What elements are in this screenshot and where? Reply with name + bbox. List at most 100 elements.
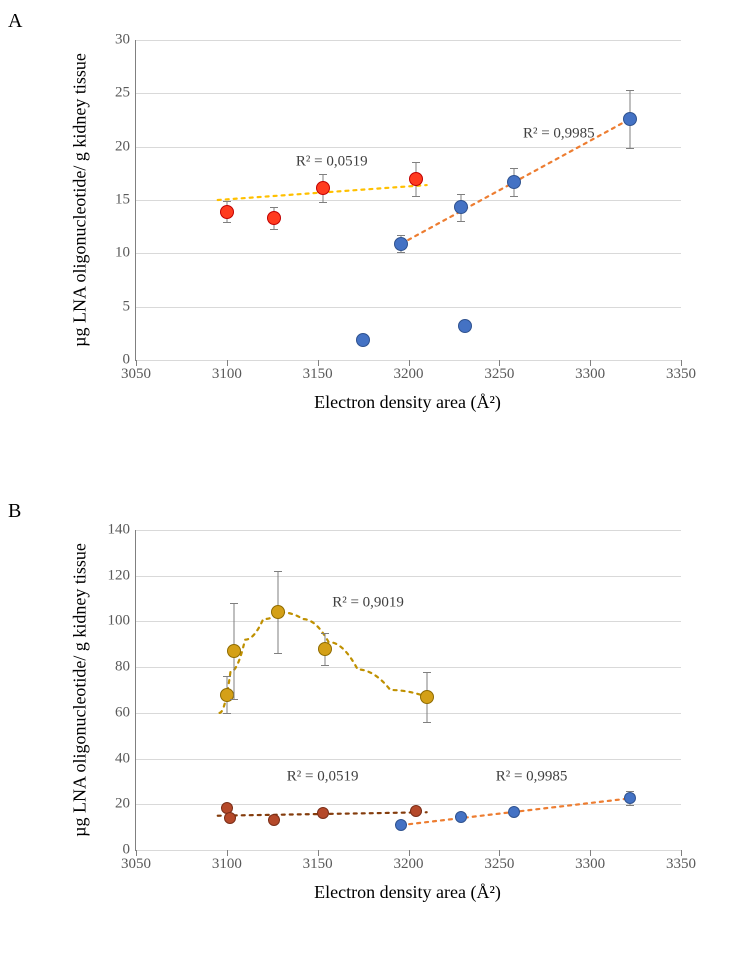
plot-area: 0510152025303050310031503200325033003350… bbox=[135, 40, 681, 361]
error-cap bbox=[510, 168, 518, 169]
r-squared-label: R² = 0,9985 bbox=[496, 768, 568, 785]
gridline bbox=[136, 200, 681, 201]
error-cap bbox=[626, 148, 634, 149]
data-point bbox=[454, 200, 468, 214]
data-point bbox=[455, 811, 467, 823]
error-cap bbox=[223, 713, 231, 714]
plot-area: 0204060801001201403050310031503200325033… bbox=[135, 530, 681, 851]
error-cap bbox=[321, 633, 329, 634]
gridline bbox=[136, 530, 681, 531]
data-point bbox=[420, 690, 434, 704]
data-point bbox=[318, 642, 332, 656]
error-cap bbox=[321, 665, 329, 666]
data-point bbox=[220, 205, 234, 219]
ytick-label: 100 bbox=[108, 613, 137, 630]
xtick-label: 3050 bbox=[121, 360, 151, 383]
ytick-label: 20 bbox=[115, 138, 136, 155]
xtick-label: 3050 bbox=[121, 850, 151, 873]
chart-b: 0204060801001201403050310031503200325033… bbox=[60, 520, 700, 920]
ytick-label: 15 bbox=[115, 192, 136, 209]
error-cap bbox=[457, 194, 465, 195]
error-cap bbox=[412, 162, 420, 163]
error-cap bbox=[457, 221, 465, 222]
error-cap bbox=[397, 252, 405, 253]
xtick-label: 3350 bbox=[666, 360, 696, 383]
panel-b-label: B bbox=[8, 500, 21, 523]
gridline bbox=[136, 307, 681, 308]
xtick-label: 3300 bbox=[575, 850, 605, 873]
error-cap bbox=[423, 722, 431, 723]
ytick-label: 140 bbox=[108, 522, 137, 539]
r-squared-label: R² = 0,9985 bbox=[523, 125, 595, 142]
error-cap bbox=[223, 201, 231, 202]
r-squared-label: R² = 0,0519 bbox=[287, 768, 359, 785]
ytick-label: 25 bbox=[115, 85, 136, 102]
ytick-label: 60 bbox=[115, 704, 136, 721]
trend-layer bbox=[136, 530, 681, 850]
data-point bbox=[227, 644, 241, 658]
data-point bbox=[394, 237, 408, 251]
gridline bbox=[136, 759, 681, 760]
xtick-label: 3100 bbox=[212, 850, 242, 873]
error-cap bbox=[223, 676, 231, 677]
data-point bbox=[623, 112, 637, 126]
error-cap bbox=[230, 603, 238, 604]
error-cap bbox=[412, 196, 420, 197]
error-cap bbox=[626, 90, 634, 91]
error-cap bbox=[270, 207, 278, 208]
gridline bbox=[136, 147, 681, 148]
data-point bbox=[410, 805, 422, 817]
error-cap bbox=[223, 222, 231, 223]
data-point bbox=[271, 605, 285, 619]
gridline bbox=[136, 93, 681, 94]
data-point bbox=[317, 807, 329, 819]
error-cap bbox=[274, 653, 282, 654]
data-point bbox=[356, 333, 370, 347]
error-cap bbox=[510, 196, 518, 197]
r-squared-label: R² = 0,0519 bbox=[296, 153, 368, 170]
xtick-label: 3150 bbox=[303, 850, 333, 873]
gridline bbox=[136, 253, 681, 254]
gridline bbox=[136, 804, 681, 805]
xtick-label: 3200 bbox=[394, 850, 424, 873]
data-point bbox=[409, 172, 423, 186]
r-squared-label: R² = 0,9019 bbox=[332, 595, 404, 612]
xtick-label: 3250 bbox=[484, 850, 514, 873]
ytick-label: 40 bbox=[115, 750, 136, 767]
error-cap bbox=[230, 699, 238, 700]
gridline bbox=[136, 667, 681, 668]
xtick-label: 3250 bbox=[484, 360, 514, 383]
gridline bbox=[136, 576, 681, 577]
y-axis-label: µg LNA oligonucleotide/ g kidney tissue bbox=[70, 53, 91, 347]
xtick-label: 3100 bbox=[212, 360, 242, 383]
gridline bbox=[136, 621, 681, 622]
data-point bbox=[508, 806, 520, 818]
error-cap bbox=[270, 229, 278, 230]
error-cap bbox=[274, 571, 282, 572]
x-axis-label: Electron density area (Å²) bbox=[314, 882, 501, 903]
error-cap bbox=[626, 805, 634, 806]
ytick-label: 80 bbox=[115, 659, 136, 676]
xtick-label: 3350 bbox=[666, 850, 696, 873]
figure: A 05101520253030503100315032003250330033… bbox=[0, 0, 749, 962]
trend-curve bbox=[220, 612, 427, 713]
error-cap bbox=[423, 672, 431, 673]
data-point bbox=[316, 181, 330, 195]
data-point bbox=[268, 814, 280, 826]
ytick-label: 5 bbox=[123, 298, 137, 315]
ytick-label: 30 bbox=[115, 32, 136, 49]
data-point bbox=[395, 819, 407, 831]
error-cap bbox=[319, 202, 327, 203]
data-point bbox=[507, 175, 521, 189]
xtick-label: 3200 bbox=[394, 360, 424, 383]
data-point bbox=[267, 211, 281, 225]
ytick-label: 20 bbox=[115, 796, 136, 813]
gridline bbox=[136, 40, 681, 41]
ytick-label: 120 bbox=[108, 567, 137, 584]
xtick-label: 3300 bbox=[575, 360, 605, 383]
data-point bbox=[224, 812, 236, 824]
panel-a-label: A bbox=[8, 10, 22, 33]
gridline bbox=[136, 713, 681, 714]
ytick-label: 10 bbox=[115, 245, 136, 262]
data-point bbox=[624, 792, 636, 804]
